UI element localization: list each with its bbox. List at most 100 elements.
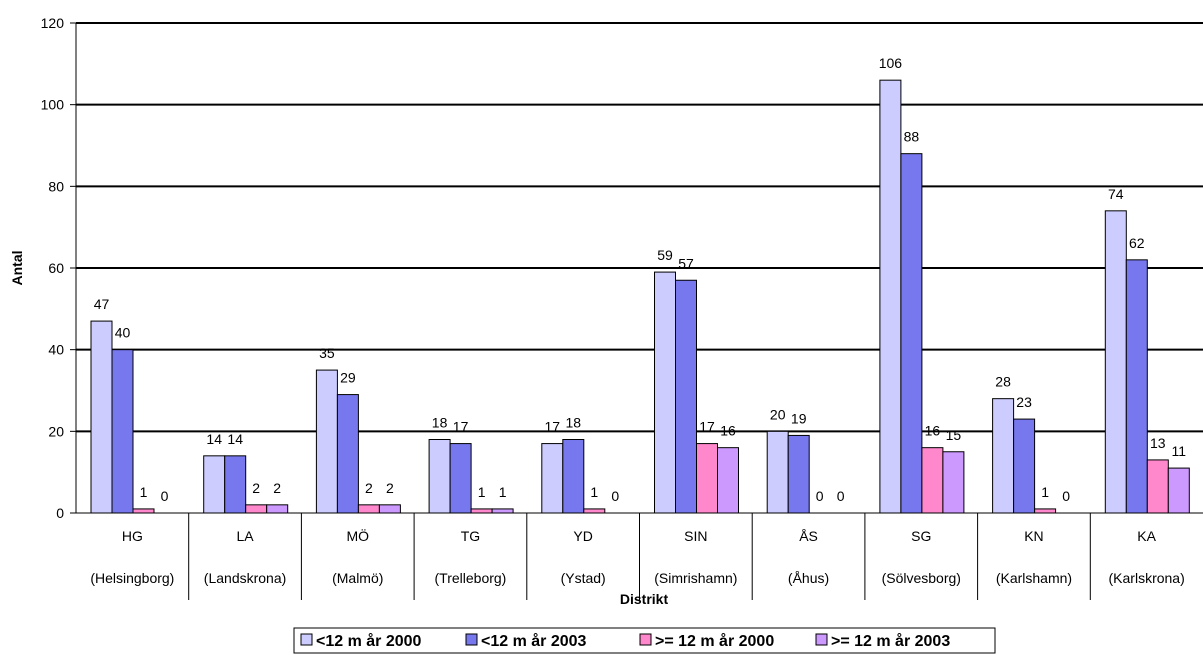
data-label: 23 — [1016, 394, 1032, 410]
category-code-label: ÅS — [799, 528, 818, 544]
legend-swatch — [465, 633, 478, 646]
category-name-label: (Trelleborg) — [435, 570, 507, 586]
bar — [766, 430, 789, 514]
y-tick-label: 120 — [41, 15, 65, 31]
data-label: 17 — [699, 419, 715, 435]
category-code-label: KN — [1024, 528, 1043, 544]
data-label: 29 — [340, 370, 356, 386]
data-label: 2 — [273, 480, 281, 496]
y-axis-ticks: 0 20 40 60 80 100 120 — [41, 15, 76, 521]
bar — [787, 434, 810, 514]
data-label: 47 — [94, 296, 110, 312]
bar — [449, 443, 472, 514]
bar — [491, 508, 514, 514]
category-code-label: YD — [573, 528, 592, 544]
bar — [541, 443, 564, 514]
bar — [562, 439, 585, 514]
data-label: 28 — [995, 374, 1011, 390]
data-label: 0 — [816, 488, 824, 504]
bar — [203, 455, 226, 514]
category-name-label: (Simrishamn) — [654, 570, 737, 586]
legend-swatch — [639, 633, 652, 646]
legend-swatch — [300, 633, 313, 646]
data-label: 0 — [161, 488, 169, 504]
data-label: 14 — [206, 431, 222, 447]
data-label: 2 — [365, 480, 373, 496]
bar — [1125, 259, 1148, 514]
bar — [696, 443, 718, 514]
data-label: 1 — [478, 484, 486, 500]
category-code-label: HG — [122, 528, 143, 544]
category-code-label: SG — [911, 528, 931, 544]
data-label: 17 — [453, 419, 469, 435]
bar — [1146, 459, 1169, 514]
bar — [315, 369, 338, 514]
category-name-label: (Landskrona) — [204, 570, 287, 586]
bar — [654, 271, 676, 514]
category-code-label: MÖ — [346, 527, 369, 544]
legend-label: >= 12 m år 2003 — [831, 632, 950, 650]
bar — [224, 455, 247, 514]
data-label: 14 — [227, 431, 243, 447]
data-label: 0 — [611, 488, 619, 504]
bar — [921, 447, 944, 514]
legend-swatch — [815, 633, 828, 646]
category-labels: HG (Helsingborg) LA (Landskrona) MÖ (Malmö) TG… — [90, 513, 1185, 600]
data-label: 88 — [904, 129, 920, 145]
data-label: 62 — [1129, 235, 1145, 251]
data-label: 15 — [946, 427, 962, 443]
bars — [90, 79, 1190, 514]
bar — [1034, 508, 1057, 514]
bar — [245, 504, 268, 514]
data-label: 1 — [590, 484, 598, 500]
bar — [111, 349, 134, 514]
category-code-label: SIN — [684, 528, 707, 544]
y-tick-label: 0 — [56, 505, 64, 521]
bar — [900, 153, 923, 514]
data-label: 35 — [319, 345, 335, 361]
data-label: 57 — [678, 255, 694, 271]
data-label: 16 — [720, 423, 736, 439]
data-label: 1 — [1041, 484, 1049, 500]
data-label: 13 — [1150, 435, 1166, 451]
category-name-label: (Sölvesborg) — [882, 570, 961, 586]
bar — [336, 394, 359, 514]
bar — [717, 447, 739, 514]
legend-label: <12 m år 2003 — [481, 632, 587, 650]
y-tick-label: 40 — [48, 342, 64, 358]
category-code-label: KA — [1137, 528, 1156, 544]
data-label: 106 — [879, 55, 903, 71]
data-label: 17 — [545, 419, 561, 435]
category-name-label: (Åhus) — [788, 570, 829, 586]
data-label: 19 — [791, 410, 807, 426]
data-label: 20 — [770, 406, 786, 422]
data-label: 2 — [386, 480, 394, 496]
y-tick-label: 20 — [48, 423, 64, 439]
category-code-label: TG — [461, 528, 480, 544]
data-label: 40 — [115, 325, 131, 341]
category-name-label: (Malmö) — [332, 570, 383, 586]
data-label: 11 — [1172, 443, 1187, 459]
bar — [357, 504, 380, 514]
data-label: 16 — [925, 423, 941, 439]
data-label: 2 — [252, 480, 260, 496]
y-tick-label: 100 — [41, 97, 65, 113]
category-name-label: (Karlshamn) — [996, 570, 1072, 586]
y-axis-title: Antal — [9, 251, 25, 286]
data-label: 1 — [140, 484, 148, 500]
bar — [1104, 210, 1127, 514]
bar — [470, 508, 493, 514]
data-label: 18 — [566, 415, 582, 431]
bar — [992, 398, 1015, 514]
gridlines — [76, 22, 1203, 433]
y-tick-label: 60 — [48, 260, 64, 276]
legend-label: <12 m år 2000 — [316, 632, 422, 650]
y-tick-label: 80 — [48, 178, 64, 194]
bar — [90, 320, 113, 514]
data-label: 18 — [432, 415, 448, 431]
bar — [132, 508, 155, 514]
data-label: 0 — [837, 488, 845, 504]
bar — [879, 79, 902, 514]
